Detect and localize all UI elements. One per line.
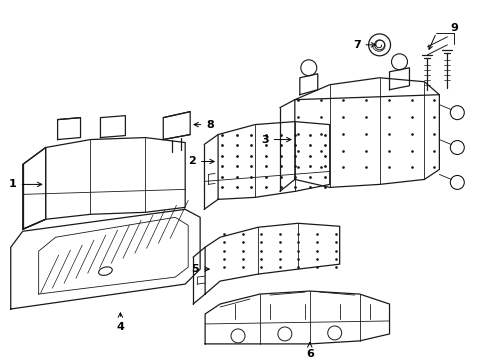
Text: 3: 3: [261, 135, 290, 145]
Text: 4: 4: [116, 313, 124, 332]
Text: 5: 5: [191, 264, 209, 274]
Text: 9: 9: [449, 23, 457, 33]
Text: 7: 7: [352, 40, 375, 50]
Text: 1: 1: [9, 179, 41, 189]
Text: 2: 2: [188, 157, 214, 166]
Text: 8: 8: [194, 120, 214, 130]
Text: 6: 6: [305, 343, 313, 359]
